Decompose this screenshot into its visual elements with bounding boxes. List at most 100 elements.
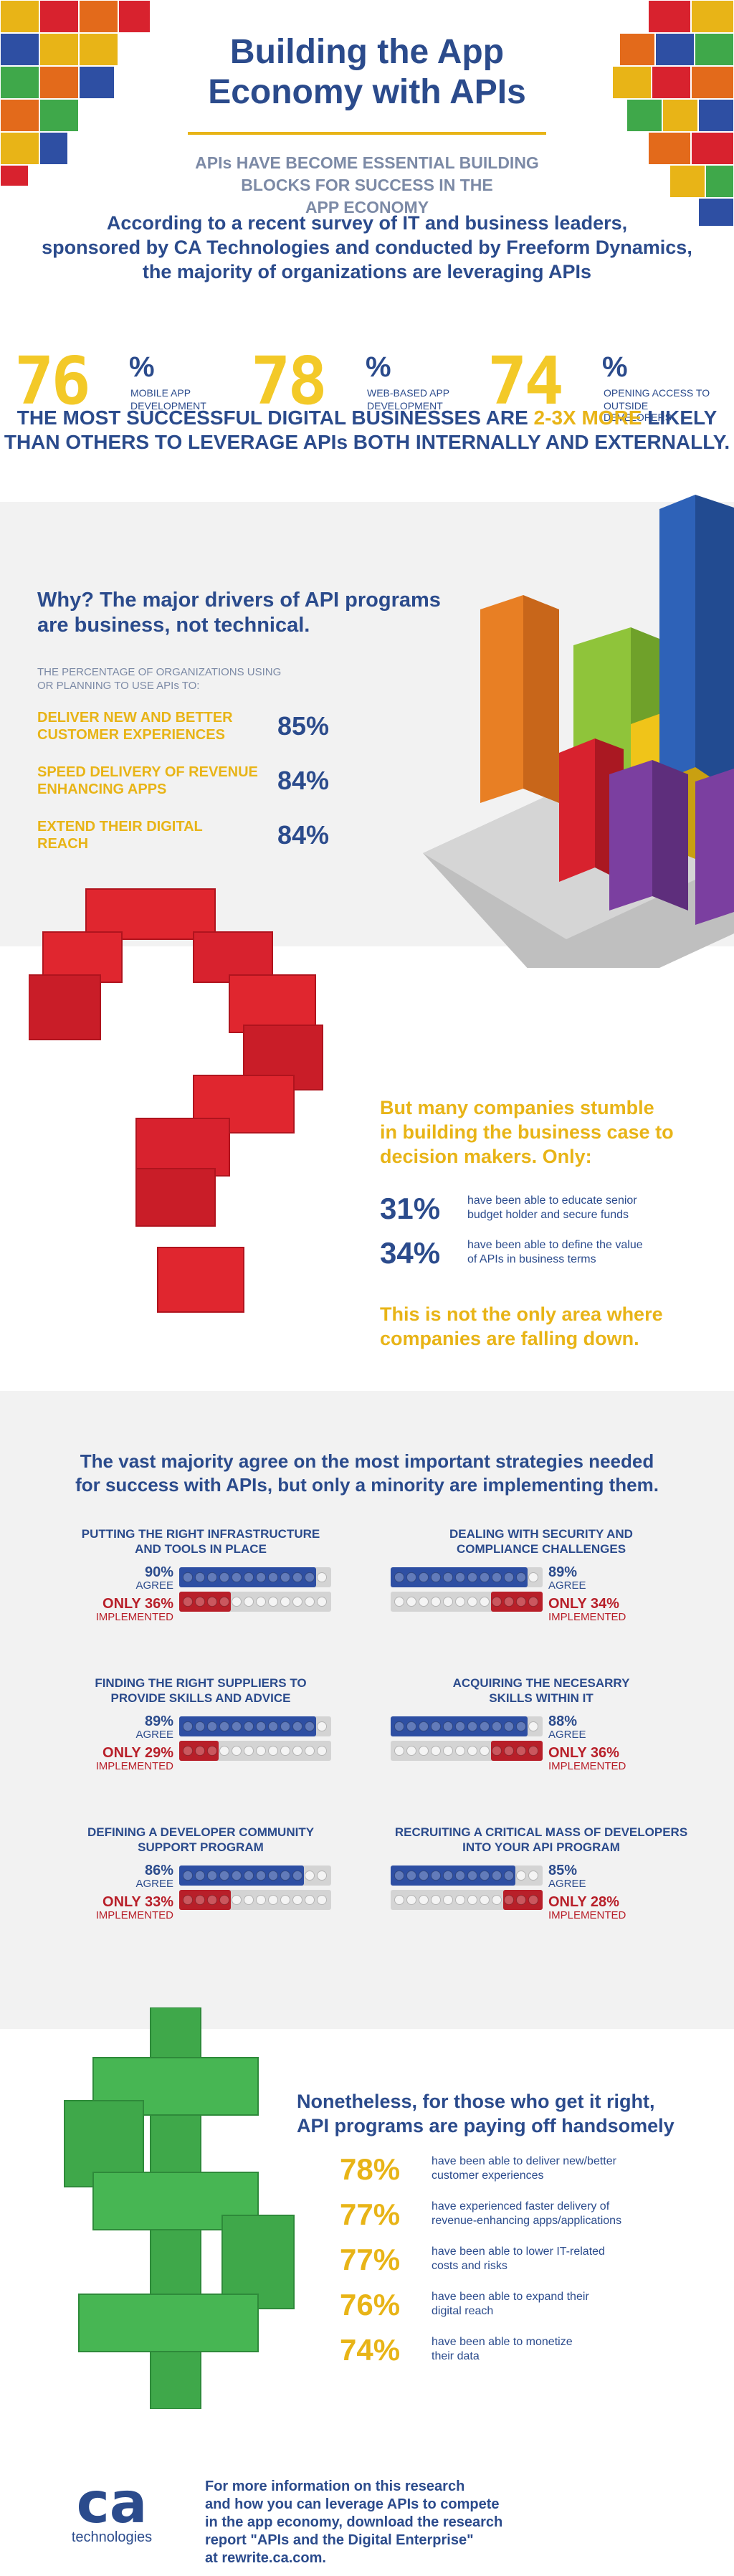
driver-label-line1: DELIVER NEW AND BETTER	[37, 710, 233, 726]
driver-label-line2: CUSTOMER EXPERIENCES	[37, 727, 225, 743]
brick-stud	[219, 1895, 229, 1905]
stumble-value: 34%	[380, 1236, 441, 1270]
brick-bar-fill	[391, 1567, 528, 1587]
strategy-item: RECRUITING A CRITICAL MASS OF DEVELOPERS…	[383, 1825, 699, 1962]
lego-bar-chart-image	[423, 495, 734, 968]
implemented-bar	[179, 1890, 331, 1910]
strategy-title-line2: SKILLS WITHIN IT	[489, 1691, 594, 1705]
agree-bar	[179, 1716, 331, 1736]
big-stat: 74% OPENING ACCESS TO OUTSIDE DEVELOPERS	[487, 343, 717, 424]
implemented-bar	[391, 1592, 543, 1612]
brick-stud	[516, 1597, 526, 1607]
brick-stud	[467, 1895, 477, 1905]
payoff-value: 77%	[340, 2243, 401, 2276]
brick-stud	[292, 1871, 302, 1881]
brick-stud	[431, 1895, 441, 1905]
brick-stud	[516, 1871, 526, 1881]
brick-stud	[406, 1746, 416, 1756]
footer-link[interactable]: at rewrite.ca.com.	[205, 2550, 326, 2566]
driver-item: EXTEND THEIR DIGITAL REACH 84%	[37, 819, 367, 873]
ca-logo-text: ca	[76, 2471, 148, 2536]
survey-line3: the majority of organizations are levera…	[142, 261, 592, 282]
agree-value: 85%	[548, 1863, 578, 1878]
brick-stud	[305, 1871, 315, 1881]
ca-logo-sub: technologies	[71, 2529, 153, 2545]
stumble-list: 31% have been able to educate senior budge…	[380, 1192, 710, 1280]
stumble-text-line1: have been able to educate senior	[467, 1194, 637, 1207]
implemented-bar	[179, 1741, 331, 1761]
driver-value: 85%	[277, 711, 330, 741]
brick-bar-fill	[179, 1741, 219, 1761]
brick-stud	[244, 1597, 254, 1607]
strategies-title: The vast majority agree on the most impo…	[75, 1450, 659, 1496]
stumble-item: 34% have been able to define the value of …	[380, 1236, 710, 1280]
brick-stud	[394, 1746, 404, 1756]
brick-stud	[232, 1572, 242, 1582]
brick-stud	[492, 1721, 502, 1731]
driver-value: 84%	[277, 820, 330, 850]
brick-bar-fill	[391, 1866, 515, 1886]
hero-title: Building the App Economy with APIs	[158, 32, 576, 113]
brick-stud	[419, 1572, 429, 1582]
brick-stud	[504, 1572, 514, 1582]
implemented-label: IMPLEMENTED	[548, 1909, 626, 1921]
dollar-sign-bricks-image	[64, 2007, 295, 2409]
implemented-value: ONLY 36%	[548, 1745, 619, 1761]
brick-stud	[504, 1746, 514, 1756]
brick-stud	[317, 1746, 327, 1756]
brick-stud	[305, 1746, 315, 1756]
strategies-section: The vast majority agree on the most impo…	[0, 1391, 734, 2029]
big-stat-value: 74	[487, 343, 564, 419]
brick-bar-fill	[491, 1592, 543, 1612]
brick-stud	[183, 1572, 193, 1582]
brick-stud	[516, 1572, 526, 1582]
brick-stud	[443, 1597, 453, 1607]
brick-stud	[244, 1721, 254, 1731]
agree-bar	[391, 1567, 543, 1587]
brick-bar	[179, 1741, 331, 1761]
brick-stud	[504, 1597, 514, 1607]
brick-stud	[268, 1746, 278, 1756]
brick-stud	[232, 1895, 242, 1905]
headline-line1: THE MOST SUCCESSFUL DIGITAL BUSINESSES A…	[16, 407, 718, 429]
brick-stud	[455, 1895, 465, 1905]
brick-stud	[195, 1746, 205, 1756]
brick-stud	[219, 1572, 229, 1582]
brick-stud	[305, 1597, 315, 1607]
brick-stud	[305, 1895, 315, 1905]
agree-label: AGREE	[135, 1878, 173, 1890]
brick-stud	[305, 1721, 315, 1731]
brick-stud	[406, 1721, 416, 1731]
strategy-item: DEALING WITH SECURITY AND COMPLIANCE CHAL…	[383, 1527, 699, 1663]
payoff-text-line1: have been able to monetize	[432, 2336, 573, 2348]
brick-stud	[195, 1572, 205, 1582]
brick-stud	[528, 1572, 538, 1582]
implemented-bar	[391, 1890, 543, 1910]
brick-stud	[528, 1746, 538, 1756]
brick-stud	[317, 1871, 327, 1881]
strategy-title-line2: PROVIDE SKILLS AND ADVICE	[110, 1691, 291, 1705]
payoff-text-line2: customer experiences	[432, 2169, 544, 2182]
payoff-item: 76% have been able to expand their digital…	[340, 2288, 712, 2333]
headline: THE MOST SUCCESSFUL DIGITAL BUSINESSES A…	[0, 406, 734, 455]
payoff-item: 78% have been able to deliver new/better c…	[340, 2152, 712, 2197]
implemented-label: IMPLEMENTED	[95, 1611, 173, 1623]
agree-label: AGREE	[548, 1729, 586, 1741]
brick-stud	[195, 1871, 205, 1881]
brick-stud	[419, 1895, 429, 1905]
brick-stud	[480, 1572, 490, 1582]
brick-bar	[391, 1592, 543, 1612]
payoff-item: 74% have been able to monetize their data	[340, 2333, 712, 2378]
brick-bar-fill	[391, 1716, 528, 1736]
brick-bar-fill	[179, 1716, 316, 1736]
brick-stud	[394, 1721, 404, 1731]
implemented-label: IMPLEMENTED	[548, 1760, 626, 1772]
hero-subtitle: APIs HAVE BECOME ESSENTIAL BUILDING BLOC…	[152, 152, 582, 219]
brick-stud	[232, 1746, 242, 1756]
brick-stud	[467, 1597, 477, 1607]
brick-stud	[455, 1746, 465, 1756]
brick-stud	[207, 1721, 217, 1731]
brick-stud	[431, 1597, 441, 1607]
brick-stud	[183, 1895, 193, 1905]
drivers-section: Why? The major drivers of API programs a…	[0, 495, 734, 968]
